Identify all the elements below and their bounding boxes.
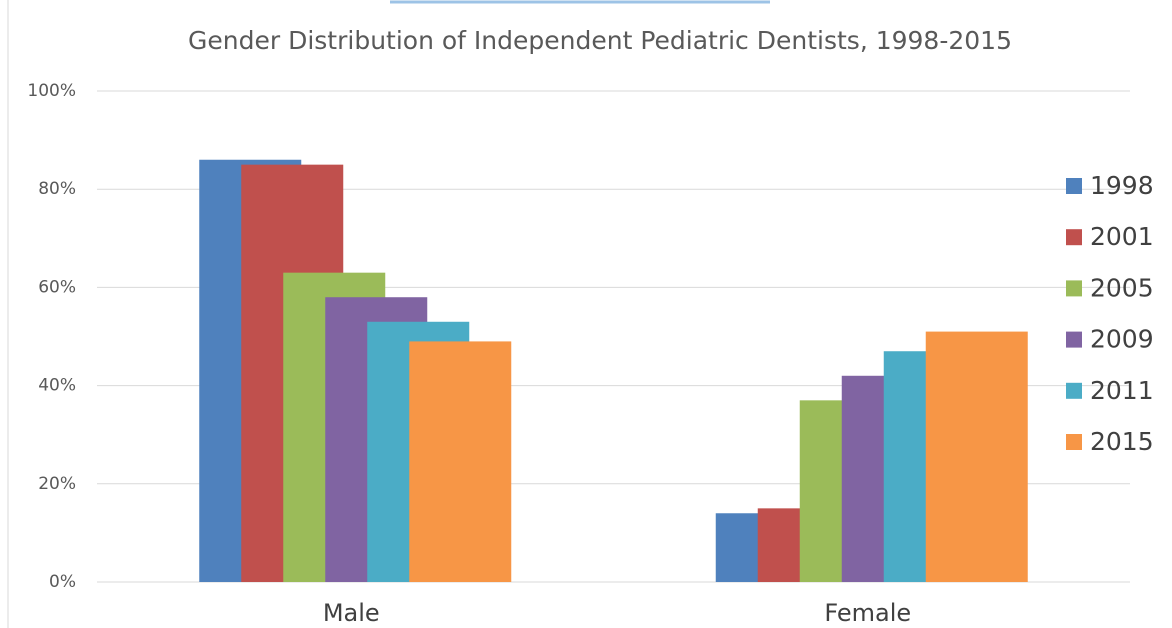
legend-label: 2011: [1090, 376, 1154, 405]
y-tick-label: 100%: [27, 81, 76, 101]
bar: [409, 341, 512, 582]
bar: [925, 331, 1028, 582]
x-tick-label: Female: [824, 599, 911, 627]
y-tick-label: 0%: [49, 572, 76, 592]
legend-label: 2009: [1090, 325, 1154, 354]
legend-swatch: [1066, 331, 1082, 348]
legend-swatch: [1066, 178, 1082, 194]
legend-label: 2015: [1090, 427, 1154, 456]
legend-label: 2005: [1090, 273, 1154, 302]
y-tick-label: 40%: [38, 376, 76, 396]
legend-swatch: [1066, 382, 1082, 399]
chart-title: Gender Distribution of Independent Pedia…: [188, 26, 1012, 55]
y-tick-label: 20%: [38, 474, 76, 494]
x-tick-label: Male: [323, 599, 380, 627]
y-tick-label: 80%: [38, 179, 76, 199]
legend-swatch: [1066, 434, 1082, 450]
y-tick-label: 60%: [38, 277, 76, 297]
legend-swatch: [1066, 280, 1082, 297]
legend-swatch: [1066, 229, 1082, 246]
legend-label: 2001: [1090, 222, 1154, 251]
legend-label: 1998: [1090, 171, 1154, 200]
